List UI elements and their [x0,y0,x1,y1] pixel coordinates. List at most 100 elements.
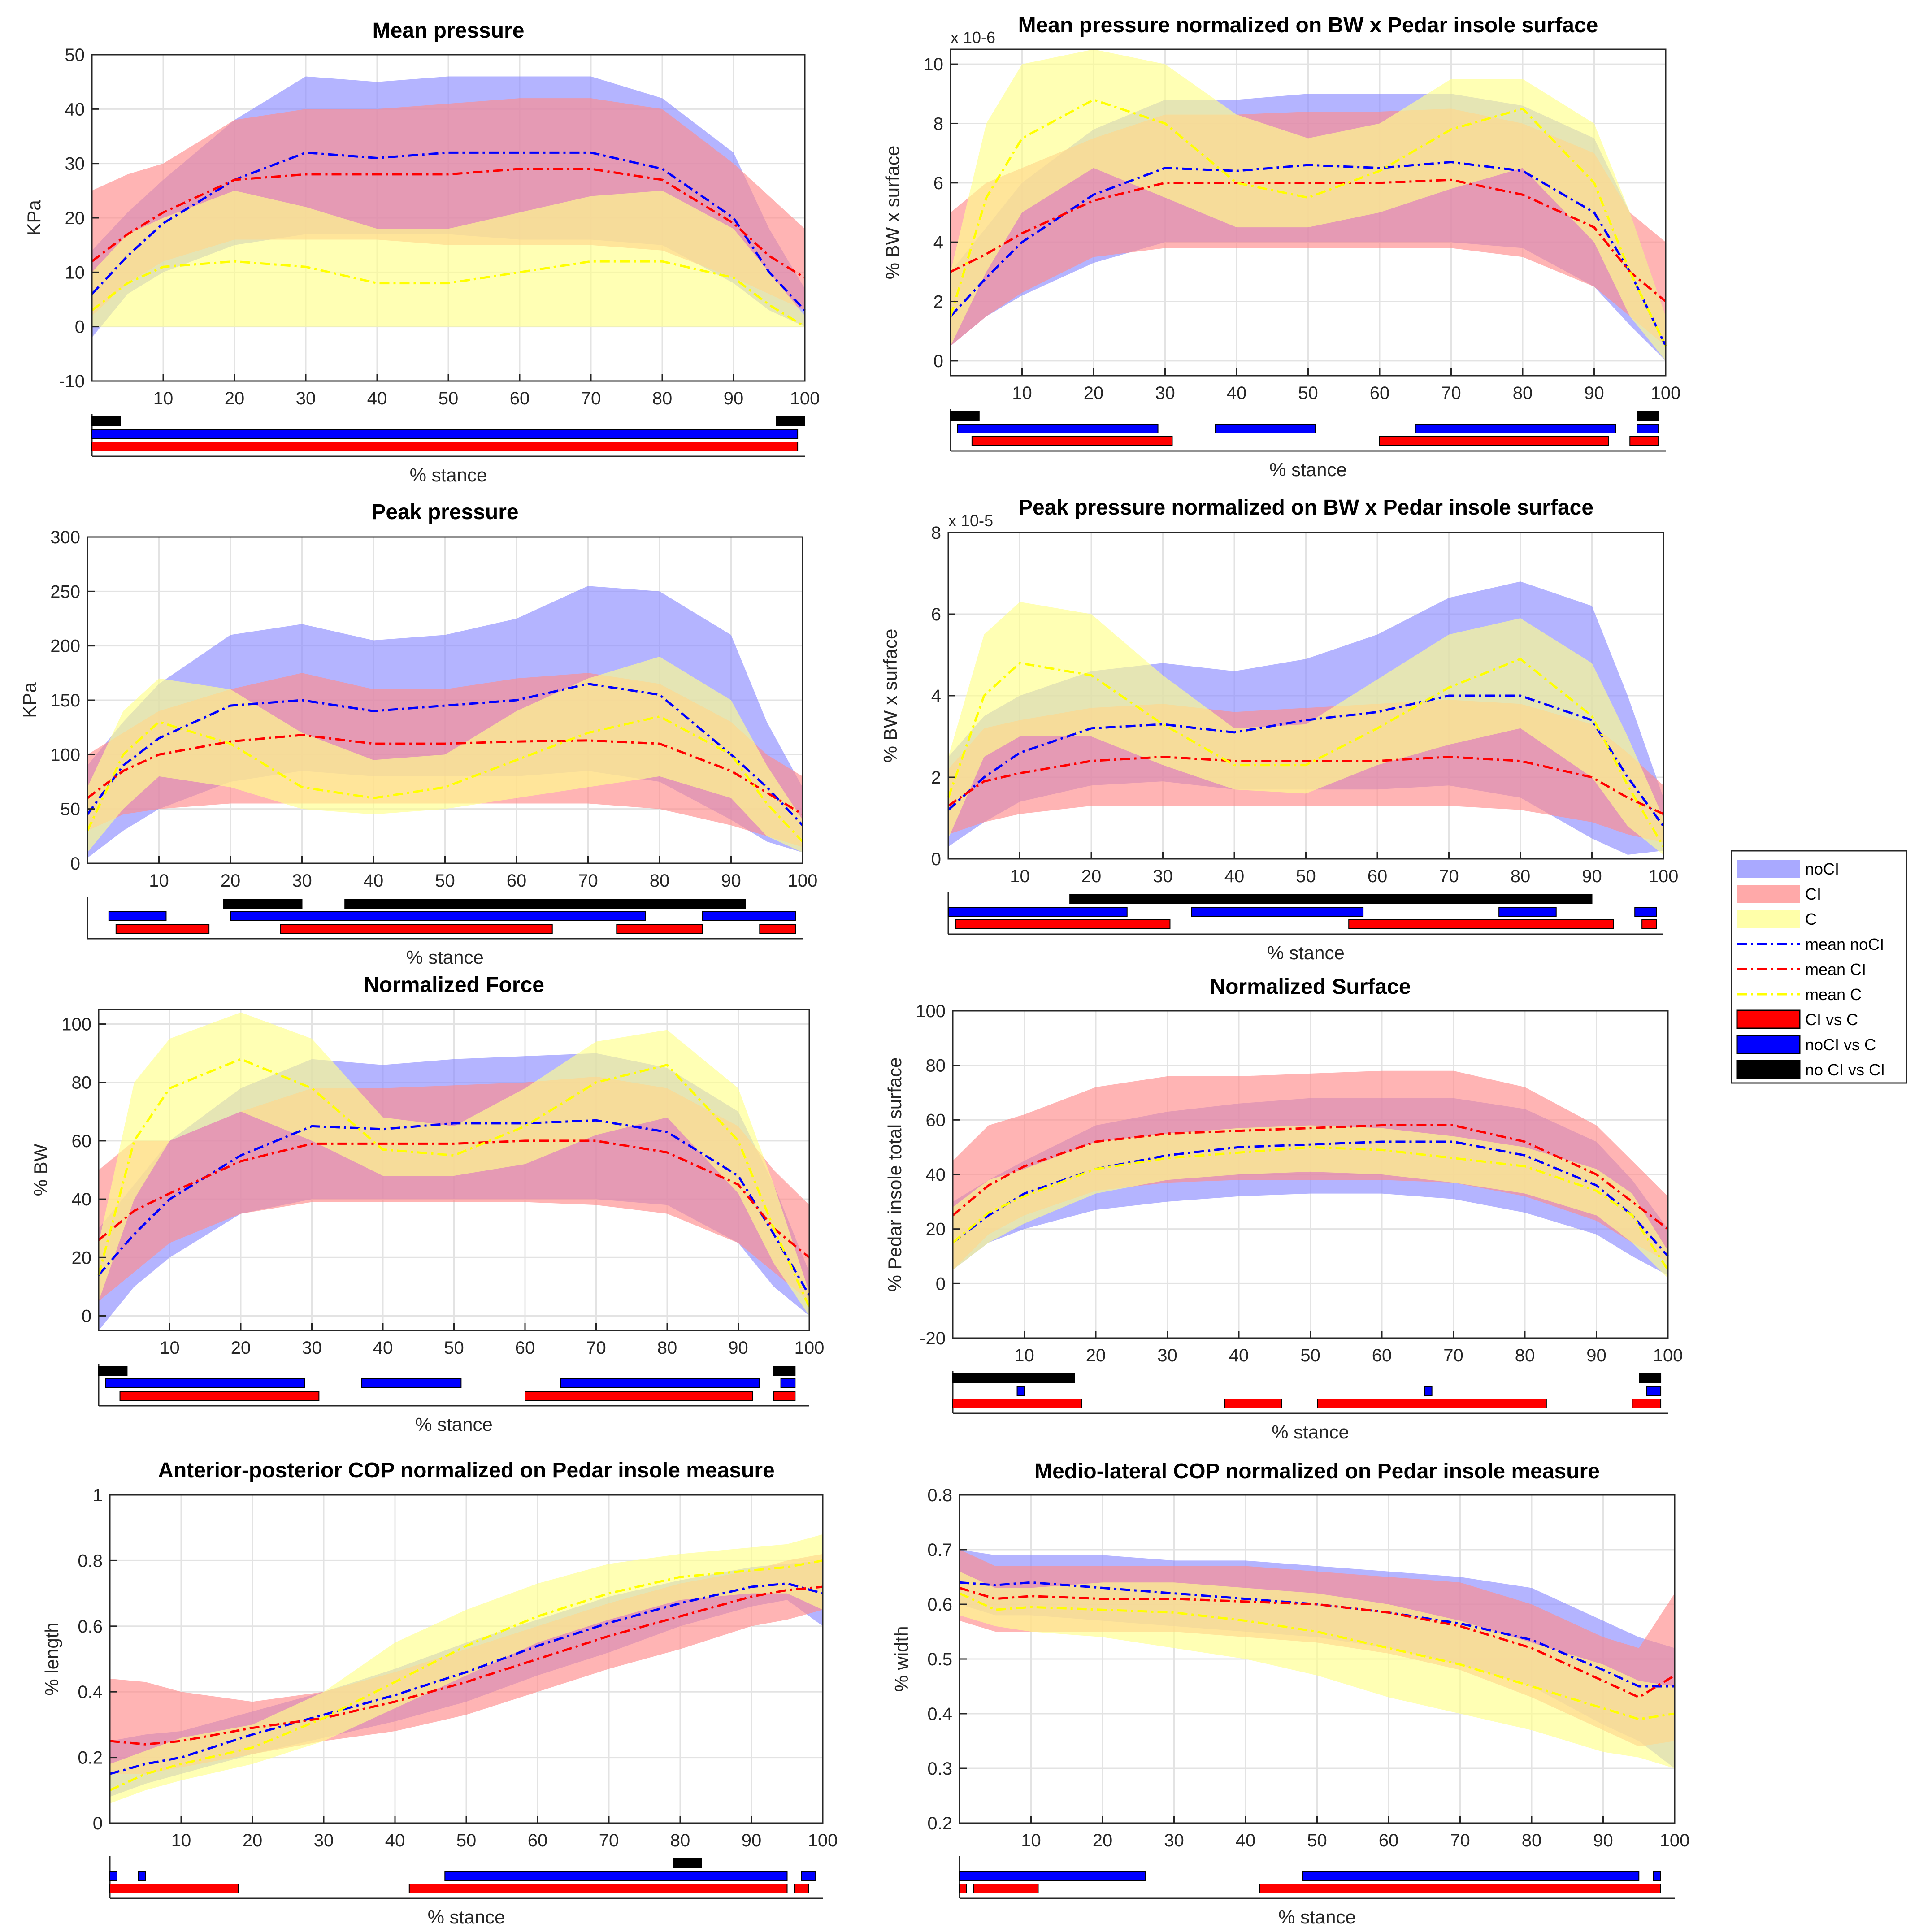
chart-ap-cop: 10 20 30 40 50 60 70 80 90 100 0 0.2 0.4 0.6 0.8 1 Anter… [41,1459,838,1928]
x-tick-label: 10 [160,1338,180,1358]
y-tick-label: 40 [926,1165,946,1185]
x-tick-label: 70 [581,389,601,408]
x-tick-label: 40 [385,1831,405,1850]
x-tick-label: 10 [149,871,169,891]
x-tick-label: 40 [364,871,384,891]
y-tick-label: 0 [82,1306,91,1326]
x-tick-label: 90 [728,1338,748,1358]
y-tick-label: 200 [50,637,80,656]
band-C [92,191,805,327]
y-axis-label: KPa [23,200,44,236]
sig-bar [138,1871,146,1881]
x-tick-label: 70 [1439,866,1459,886]
x-tick-label: 30 [292,871,312,891]
legend-bar-noCI-vs-C [1736,1035,1801,1054]
legend-label: noCI [1805,860,1839,878]
sig-bar [952,1373,1075,1383]
y-tick-label: 0 [75,317,85,337]
band-C [951,49,1666,361]
y-tick-label: 20 [72,1248,92,1268]
legend-label: CI vs C [1805,1010,1858,1029]
y-tick-label: 0.6 [927,1595,952,1615]
sig-bar [959,1884,967,1893]
y-tick-label: 10 [65,263,85,282]
x-tick-label: 80 [650,871,670,891]
sig-bar [1637,424,1659,433]
legend-label: mean noCI [1805,935,1884,953]
band-C [87,656,803,853]
sig-bar [702,911,796,921]
sig-bar [91,416,121,426]
x-tick-label: 10 [1014,1346,1034,1365]
x-tick-label: 30 [1164,1831,1184,1850]
x-tick-label: 80 [1511,866,1531,886]
y-tick-label: 40 [72,1190,92,1209]
sig-bar [1639,1373,1662,1383]
mean-line-noCI [109,1582,823,1775]
x-tick-label: 10 [171,1831,191,1850]
sig-bar [1069,894,1593,904]
legend-label: C [1805,910,1817,928]
chart-mean-pressure-normalized: 10 20 30 40 50 60 70 80 90 100 0 2 4 6 8 10 Mean pressur… [882,13,1680,480]
legend-label: mean CI [1805,960,1866,979]
y-tick-label: 8 [931,523,941,543]
x-tick-label: 40 [1229,1346,1249,1365]
mean-line-C [97,1057,811,1308]
sig-bar [344,899,746,909]
sig-bar [952,1399,1082,1408]
mean-line-CI [947,755,1664,815]
x-tick-label: 40 [1224,866,1245,886]
y-tick-label: 40 [65,100,85,119]
sig-bar [1302,1871,1640,1881]
band-C [953,1125,1668,1278]
sig-bar [1415,424,1616,433]
sig-bar [1224,1399,1282,1408]
x-tick-label: 20 [221,871,241,891]
x-tick-label: 70 [1441,383,1461,403]
y-tick-label: 0.4 [927,1704,952,1724]
x-axis-label: % stance [1272,1421,1349,1443]
y-tick-label: 150 [50,691,80,710]
x-tick-label: 30 [1157,1346,1177,1365]
chart-title: Normalized Surface [1210,975,1411,999]
sig-bar [780,1378,796,1388]
y-tick-label: 60 [72,1131,92,1151]
y-axis-label: % BW [30,1144,51,1196]
x-tick-label: 20 [1081,866,1102,886]
y-tick-label: 0.2 [927,1814,952,1833]
y-tick-label: 50 [65,45,85,65]
chart-title: Medio-lateral COP normalized on Pedar in… [1034,1460,1600,1483]
x-tick-label: 50 [1300,1346,1320,1365]
y-tick-label: 0 [93,1814,103,1833]
x-tick-label: 50 [1296,866,1316,886]
x-tick-label: 60 [528,1831,548,1850]
sig-bar [560,1378,760,1388]
band-C [948,602,1663,855]
chart-title: Mean pressure [373,19,525,43]
sig-bar [108,911,167,921]
x-tick-label: 100 [788,871,818,891]
mean-line-noCI [86,683,803,826]
x-tick-label: 20 [225,389,245,408]
x-tick-label: 60 [1368,866,1388,886]
y-tick-label: 1 [93,1486,103,1505]
x-tick-label: 100 [795,1338,825,1358]
x-tick-label: 100 [1651,383,1681,403]
x-tick-label: 60 [1370,383,1390,403]
sig-bar [1259,1884,1661,1893]
sig-bar [794,1884,809,1893]
y-tick-label: 2 [933,292,943,312]
x-tick-label: 50 [435,871,455,891]
x-tick-label: 80 [1522,1831,1542,1850]
chart-peak-pressure: 10 20 30 40 50 60 70 80 90 100 0 50 100 150 200 250 300 P… [19,500,817,968]
y-tick-label: 30 [65,154,85,174]
chart-title: Peak pressure normalized on BW x Pedar i… [1018,496,1593,520]
sig-bar [673,1858,702,1868]
sig-bar [1424,1386,1433,1396]
y-tick-label: -20 [920,1329,946,1348]
x-tick-label: 40 [1236,1831,1256,1850]
x-tick-label: 60 [1372,1346,1392,1365]
y-tick-label: 0.6 [78,1617,103,1637]
sig-bar [1646,1386,1662,1396]
